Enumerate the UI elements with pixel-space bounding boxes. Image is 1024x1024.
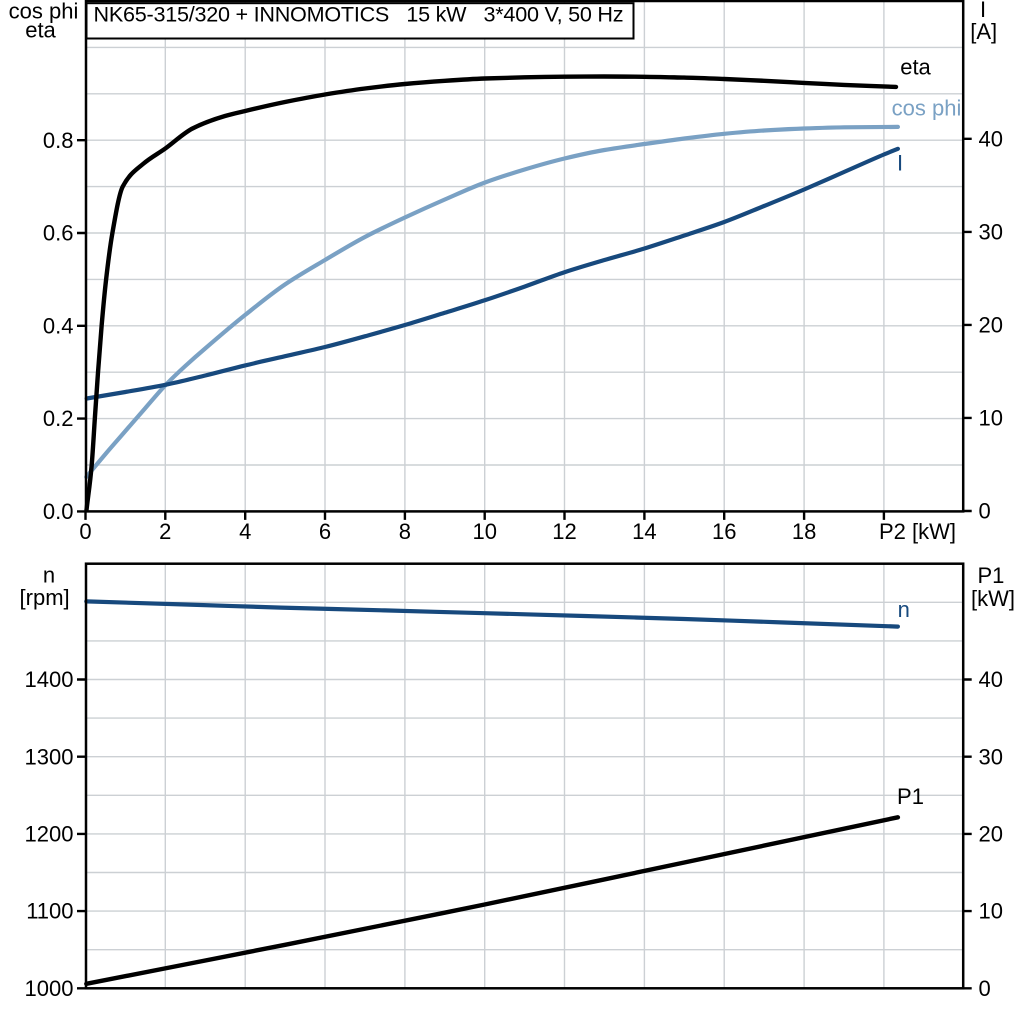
svg-text:n: n [43,562,55,587]
svg-text:n: n [898,597,910,622]
svg-text:P2 [kW]: P2 [kW] [879,519,956,544]
svg-text:NK65-315/320 + INNOMOTICS 15: NK65-315/320 + INNOMOTICS 15 kW 3*400 V,… [94,2,624,27]
svg-text:0: 0 [79,519,91,544]
svg-text:0.4: 0.4 [43,313,74,338]
svg-text:cos phi: cos phi [892,96,962,121]
svg-text:eta: eta [25,18,56,43]
svg-text:I: I [897,151,903,176]
svg-text:0.8: 0.8 [43,128,74,153]
svg-text:P1: P1 [977,563,1004,588]
svg-text:8: 8 [399,519,411,544]
svg-text:30: 30 [979,744,1003,769]
svg-text:[kW]: [kW] [971,586,1015,611]
svg-text:10: 10 [472,519,496,544]
svg-text:18: 18 [792,519,816,544]
svg-text:20: 20 [979,822,1003,847]
svg-text:eta: eta [900,55,931,80]
svg-text:0.0: 0.0 [43,499,74,524]
svg-text:10: 10 [979,406,1003,431]
svg-text:40: 40 [979,667,1003,692]
svg-text:1100: 1100 [26,899,73,924]
svg-text:P1: P1 [897,784,924,809]
svg-text:0.2: 0.2 [43,406,74,431]
svg-text:4: 4 [239,519,251,544]
svg-text:14: 14 [632,519,656,544]
svg-text:30: 30 [979,220,1003,245]
svg-text:I: I [980,0,986,22]
svg-text:1000: 1000 [25,976,74,1001]
svg-text:[rpm]: [rpm] [20,585,70,610]
svg-text:1400: 1400 [25,667,74,692]
svg-text:2: 2 [159,519,171,544]
svg-text:1300: 1300 [25,744,74,769]
svg-text:20: 20 [979,313,1003,338]
svg-text:16: 16 [712,519,736,544]
svg-text:[A]: [A] [970,19,997,44]
svg-text:0.6: 0.6 [43,221,74,246]
svg-text:cos phi: cos phi [9,0,79,24]
svg-text:0: 0 [979,976,991,1001]
svg-text:40: 40 [979,126,1003,151]
svg-text:12: 12 [552,519,576,544]
svg-text:6: 6 [319,519,331,544]
svg-text:1200: 1200 [25,822,74,847]
svg-text:10: 10 [979,899,1003,924]
svg-text:0: 0 [979,499,991,524]
